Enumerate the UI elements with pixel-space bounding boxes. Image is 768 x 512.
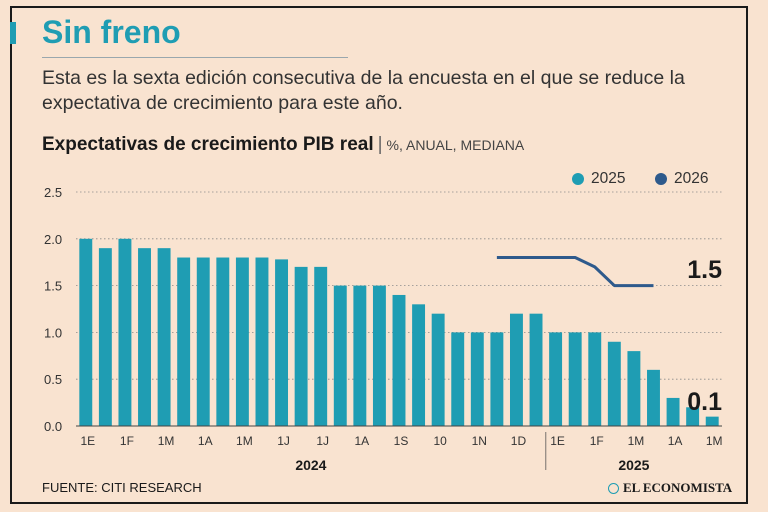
year-label-2024: 2024 — [295, 457, 326, 473]
bar-2025 — [705, 416, 719, 426]
bar-2025 — [333, 285, 347, 426]
legend-label-2025: 2025 — [591, 170, 626, 187]
bar-2025 — [392, 294, 406, 426]
x-tick-label: 1A — [668, 434, 683, 448]
x-tick-label: 1M — [236, 434, 253, 448]
bar-2025 — [138, 248, 151, 426]
bar-2025 — [470, 332, 484, 426]
bar-2025 — [157, 248, 171, 426]
bar-2025 — [647, 369, 660, 426]
legend-dot-2026-icon — [655, 173, 667, 185]
bar-2025 — [235, 257, 249, 426]
bar-2025 — [588, 332, 602, 426]
x-tick-label: 1E — [80, 434, 95, 448]
x-tick-label: 1F — [120, 434, 134, 448]
bar-2025 — [196, 257, 210, 426]
x-tick-label: 1D — [511, 434, 527, 448]
subtitle: Esta es la sexta edición consecutiva de … — [42, 67, 685, 114]
source-note: FUENTE: CITI RESEARCH — [42, 480, 202, 495]
x-tick-label: 1A — [355, 434, 370, 448]
x-tick-label: 1J — [316, 434, 329, 448]
bar-2025 — [549, 332, 563, 426]
bar-2025 — [98, 248, 112, 426]
legend-item-2026: 2026 — [655, 170, 708, 188]
annotation-2026-last-value: 1.5 — [687, 256, 722, 284]
title-accent-bar — [10, 22, 16, 44]
bar-2025 — [529, 313, 543, 426]
bar-2025 — [372, 285, 386, 426]
x-tick-label: 1M — [158, 434, 175, 448]
bar-2025 — [177, 257, 191, 426]
x-tick-label: 1N — [472, 434, 487, 448]
bar-2025 — [607, 341, 621, 426]
bar-2025 — [314, 266, 328, 426]
chart-frame — [10, 6, 748, 504]
y-tick-label: 2.0 — [44, 232, 62, 247]
bar-2025 — [509, 313, 523, 426]
annotation-2025-last-value: 0.1 — [687, 388, 722, 416]
publisher-logo-text: EL ECONOMISTA — [623, 480, 733, 495]
x-tick-label: 1F — [590, 434, 604, 448]
y-tick-label: 1.5 — [44, 279, 62, 294]
legend-item-2025: 2025 — [572, 170, 625, 188]
bar-2025 — [686, 407, 700, 426]
bar-2025 — [353, 285, 367, 426]
x-tick-label: 1M — [706, 434, 723, 448]
y-tick-label: 1.0 — [44, 325, 62, 340]
bar-2025 — [275, 259, 289, 426]
year-label-2025: 2025 — [618, 457, 649, 473]
x-tick-label: 1S — [394, 434, 409, 448]
x-tick-label: 1J — [277, 434, 290, 448]
chart-heading-separator: | — [377, 134, 383, 155]
bar-2025 — [294, 266, 308, 426]
bar-2025 — [79, 238, 93, 426]
chart-heading-main: Expectativas de crecimiento PIB real — [42, 134, 374, 155]
globe-icon — [608, 482, 619, 494]
line-2026 — [496, 256, 654, 288]
page-title: Sin freno — [42, 14, 181, 50]
bar-2025 — [627, 351, 641, 426]
bar-2025 — [255, 257, 269, 426]
x-tick-label: 1A — [198, 434, 213, 448]
bar-2025 — [451, 332, 465, 426]
x-tick-label: 1M — [628, 434, 645, 448]
x-tick-label: 1E — [550, 434, 565, 448]
legend-label-2026: 2026 — [674, 170, 709, 187]
bar-2025 — [216, 257, 230, 426]
y-tick-label: 0.0 — [44, 419, 62, 434]
bar-2025 — [118, 238, 132, 426]
bar-2025 — [412, 304, 426, 426]
bar-2025 — [431, 313, 445, 426]
x-tick-label: 10 — [433, 434, 447, 448]
bar-2025 — [490, 332, 504, 426]
bar-2025 — [666, 397, 680, 426]
bar-2025 — [568, 332, 582, 426]
y-tick-label: 0.5 — [44, 372, 62, 387]
publisher-logo: EL ECONOMISTA — [608, 480, 732, 496]
y-tick-label: 2.5 — [44, 185, 62, 200]
legend-dot-2025-icon — [572, 173, 584, 185]
title-divider — [42, 57, 348, 58]
chart-heading: Expectativas de crecimiento PIB real |%, … — [42, 134, 524, 156]
chart-heading-units: %, ANUAL, MEDIANA — [386, 137, 525, 153]
